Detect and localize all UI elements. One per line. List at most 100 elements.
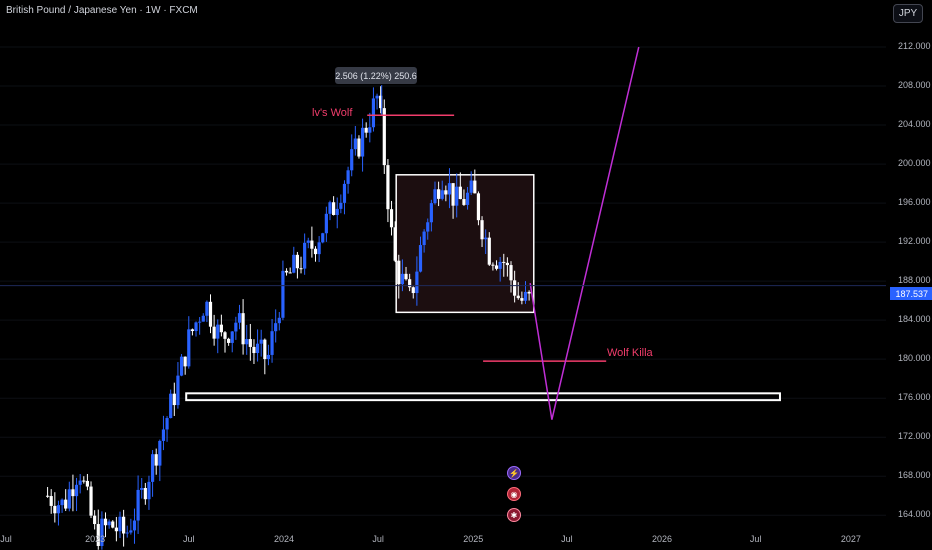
candle-body (259, 339, 263, 344)
candle-body (194, 322, 198, 332)
time-tick-label: 2027 (840, 534, 861, 544)
candle-body (201, 315, 205, 322)
candle-body (516, 295, 520, 299)
candle-body (310, 240, 314, 249)
candle-body (248, 339, 252, 347)
candle-body (234, 322, 238, 332)
candle-body (303, 242, 307, 269)
candle-body (45, 495, 50, 497)
candle-body (132, 520, 137, 531)
candle-body (299, 268, 303, 270)
candle-body (255, 343, 260, 354)
candle-body (85, 480, 90, 487)
candle-body (154, 454, 158, 466)
candle-body (147, 481, 151, 500)
time-tick-label: Jul (561, 534, 573, 544)
candle-body (227, 338, 231, 343)
measure-callout: 2.506 (1.22%) 250.6 (335, 67, 417, 84)
candle-body (136, 489, 140, 521)
candle-body (469, 180, 473, 193)
candle-body (484, 237, 488, 240)
candle-body (386, 165, 390, 210)
price-tick-label: 164.000 (898, 509, 931, 520)
candle-body (118, 516, 122, 532)
candle-body (455, 186, 459, 206)
candle-body (277, 317, 281, 324)
candle-body (190, 329, 195, 332)
candle-body (82, 480, 86, 482)
candle-body (78, 480, 82, 485)
candle-body (476, 193, 481, 221)
upper-level-label[interactable]: lv's Wolf (312, 107, 353, 119)
candle-body (216, 324, 220, 339)
candle-body (161, 429, 166, 441)
candle-body (480, 220, 484, 240)
candle-body (183, 356, 187, 367)
candle-body (96, 524, 100, 546)
candle-body (426, 222, 430, 232)
projection-path[interactable] (529, 46, 640, 420)
price-tick-label: 204.000 (898, 119, 931, 130)
time-tick-label: 2025 (463, 534, 484, 544)
time-tick-label: 2024 (273, 534, 294, 544)
candle-body (295, 254, 300, 269)
candle-body (107, 521, 111, 526)
candle-body (509, 265, 513, 281)
support-zone[interactable] (185, 392, 781, 402)
candle-body (317, 242, 321, 255)
currency-button[interactable]: JPY (893, 4, 923, 23)
price-axis[interactable]: 212.000 208.000 204.000 200.000 196.000 192.0… (886, 0, 932, 550)
bullseye-icon[interactable]: ◉ (507, 487, 521, 501)
price-tick-label: 212.000 (898, 41, 931, 52)
price-tick-label: 168.000 (898, 470, 931, 481)
candle-body (158, 440, 162, 466)
candle-body (473, 180, 477, 194)
candle-body (223, 332, 227, 339)
candle-body (53, 505, 57, 514)
candle-body (415, 271, 419, 294)
candle-body (491, 264, 495, 266)
lightning-icon[interactable]: ⚡ (507, 466, 521, 480)
candle-body (408, 279, 412, 288)
candle-body (230, 331, 234, 343)
candle-body (332, 202, 336, 215)
candle-body (389, 209, 394, 228)
candle-body (462, 199, 466, 205)
symbol-title[interactable]: British Pound / Japanese Yen · 1W · FXCM (6, 5, 198, 16)
flag-icon[interactable]: ✱ (507, 508, 521, 522)
candle-body (451, 183, 455, 206)
candle-body (274, 323, 278, 332)
candle-body (328, 202, 332, 214)
candle-body (288, 272, 292, 274)
candle-body (205, 301, 209, 316)
time-tick-label: Jul (749, 534, 762, 544)
candle-body (241, 313, 245, 345)
candle-body (429, 203, 433, 223)
candle-body (219, 324, 223, 333)
candle-body (335, 208, 339, 215)
candle-body (306, 240, 310, 243)
candle-body (465, 192, 470, 205)
candle-body (440, 190, 444, 199)
price-tick-label: 184.000 (898, 314, 931, 325)
candle-body (143, 488, 147, 500)
candle-body (150, 454, 155, 482)
candle-body (513, 280, 517, 296)
candle-body (208, 301, 213, 327)
price-tick-label: 188.000 (898, 275, 931, 286)
candle-body (60, 499, 64, 506)
candle-body (342, 183, 347, 203)
candle-body (125, 532, 129, 534)
candle-body (324, 213, 328, 234)
time-tick-label: Jul (372, 534, 384, 544)
candle-body (122, 516, 126, 534)
candle-body (494, 265, 499, 269)
candle-body (487, 237, 491, 265)
lower-level-label[interactable]: Wolf Killa (607, 347, 653, 359)
candle-body (129, 530, 133, 533)
price-tick-label: 208.000 (898, 80, 931, 91)
candle-body (165, 418, 169, 430)
candle-body (187, 329, 191, 367)
candle-body (292, 254, 296, 273)
